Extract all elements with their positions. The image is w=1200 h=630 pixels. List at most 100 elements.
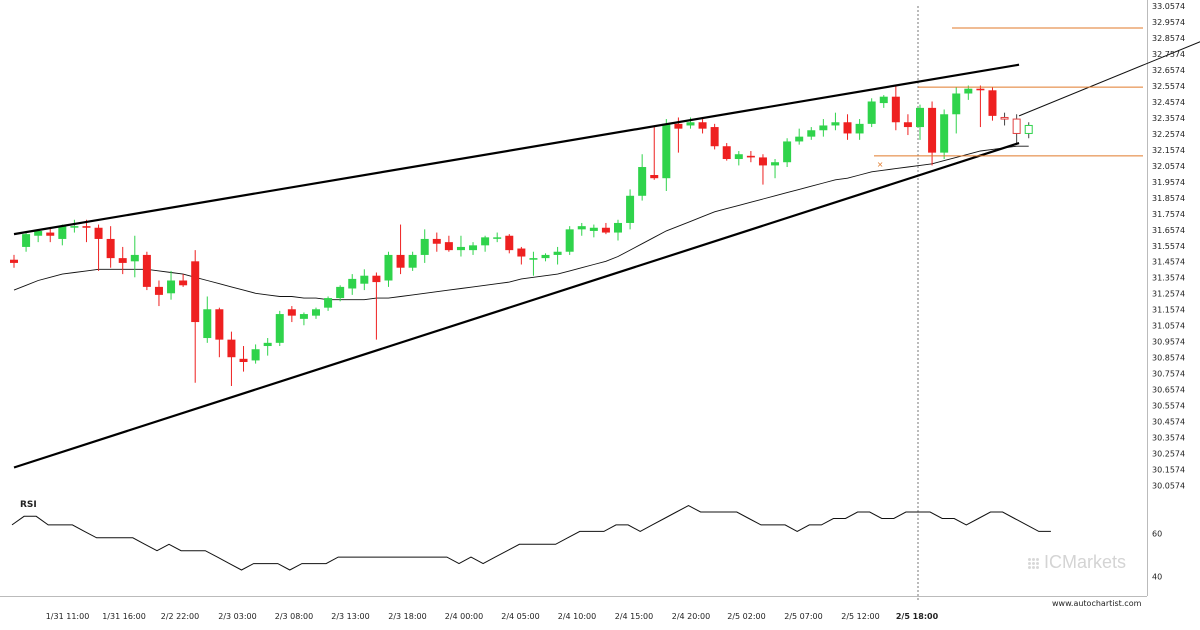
candle — [529, 251, 538, 276]
candle-body — [46, 232, 55, 236]
price-tick-label: 31.5574 — [1152, 242, 1185, 251]
candle — [819, 119, 828, 137]
price-tick-label: 31.4574 — [1152, 258, 1185, 267]
candle — [22, 230, 31, 252]
candle-body — [831, 122, 840, 126]
price-tick-label: 30.7574 — [1152, 370, 1185, 379]
candle — [348, 274, 357, 295]
candle-body — [879, 96, 888, 104]
breakout-marker-icon: × — [877, 160, 884, 169]
candle-body — [626, 195, 635, 223]
candle-body — [903, 122, 912, 128]
candle — [408, 251, 417, 271]
time-tick-label: 1/31 16:00 — [102, 612, 146, 621]
candle-body — [10, 259, 18, 263]
price-tick-label: 32.2574 — [1152, 130, 1185, 139]
candle — [964, 85, 973, 100]
candle-body — [82, 226, 91, 228]
candle — [469, 242, 478, 255]
candle — [167, 270, 176, 300]
candle-body — [312, 309, 320, 316]
candle-body — [650, 175, 659, 179]
candle-body — [638, 167, 647, 196]
candle — [698, 119, 707, 134]
candle-body — [215, 309, 224, 340]
grid-lines — [0, 0, 1148, 600]
time-tick-label: 2/3 18:00 — [388, 612, 426, 621]
candle-body — [807, 130, 816, 137]
candle — [360, 269, 369, 291]
time-tick-label: 2/2 22:00 — [161, 612, 199, 621]
price-tick-label: 32.8574 — [1152, 34, 1185, 43]
price-tick-label: 31.7574 — [1152, 210, 1185, 219]
rsi-tick-label: 40 — [1152, 573, 1162, 582]
price-tick-label: 30.0574 — [1152, 482, 1185, 491]
candle-body — [106, 238, 115, 259]
level-lines — [874, 27, 1143, 157]
candle-body — [517, 248, 526, 257]
price-tick-label: 32.9574 — [1152, 18, 1185, 27]
time-tick-label: 2/4 15:00 — [615, 612, 653, 621]
brand-name: ICMarkets — [1044, 552, 1127, 572]
candle-body — [191, 261, 200, 323]
price-tick-label: 31.0574 — [1152, 322, 1185, 331]
candle-body — [58, 226, 67, 239]
candle — [372, 272, 381, 340]
candle-body — [432, 238, 441, 244]
candle — [142, 251, 151, 291]
candle-body — [118, 258, 127, 263]
price-tick-label: 30.3574 — [1152, 434, 1185, 443]
moving-average — [13, 145, 1029, 301]
candle-body — [734, 154, 743, 160]
candle-body — [662, 123, 671, 179]
price-tick-label: 30.8574 — [1152, 354, 1185, 363]
candle — [10, 254, 18, 268]
candle-body — [891, 96, 900, 123]
candle — [46, 227, 55, 243]
candle — [227, 331, 236, 386]
candle — [517, 246, 526, 265]
rsi-title: RSI — [20, 500, 37, 510]
time-tick-label: 2/3 08:00 — [275, 612, 313, 621]
candle-body — [94, 227, 103, 239]
price-tick-label: 30.1574 — [1152, 466, 1185, 475]
candle-body — [299, 314, 308, 319]
candle-body — [758, 157, 767, 166]
price-tick-label: 31.1574 — [1152, 306, 1185, 315]
candle — [420, 229, 429, 263]
candle-body — [722, 146, 731, 160]
candle — [70, 219, 79, 233]
candle-body — [239, 358, 248, 363]
candle — [795, 128, 804, 145]
candle — [251, 344, 260, 364]
candle — [324, 296, 333, 311]
price-tick-label: 32.6574 — [1152, 66, 1185, 75]
time-tick-label: 1/31 11:00 — [46, 612, 90, 621]
brand-dots-icon — [1028, 558, 1040, 570]
candle — [34, 229, 43, 243]
candle-body — [348, 278, 357, 289]
price-tick-label: 31.8574 — [1152, 194, 1185, 203]
candle-body — [167, 280, 176, 294]
candle — [565, 226, 574, 255]
price-tick-label: 32.1574 — [1152, 146, 1185, 155]
candle — [118, 246, 127, 275]
time-tick-label: 2/5 12:00 — [841, 612, 879, 621]
candle — [746, 151, 755, 163]
time-tick-label: 2/4 10:00 — [558, 612, 596, 621]
candle-body — [396, 254, 405, 268]
candle-body — [372, 275, 381, 283]
candle — [94, 224, 103, 271]
candle-body — [505, 235, 514, 251]
candle — [263, 338, 272, 356]
candle — [662, 119, 671, 191]
candle — [239, 346, 248, 372]
price-tick-label: 32.5574 — [1152, 82, 1185, 91]
price-tick-label: 32.0574 — [1152, 162, 1185, 171]
candle-body — [710, 127, 719, 147]
candle — [203, 296, 212, 343]
candle — [481, 235, 490, 252]
candle-body — [384, 254, 393, 281]
candle-body — [420, 238, 429, 255]
